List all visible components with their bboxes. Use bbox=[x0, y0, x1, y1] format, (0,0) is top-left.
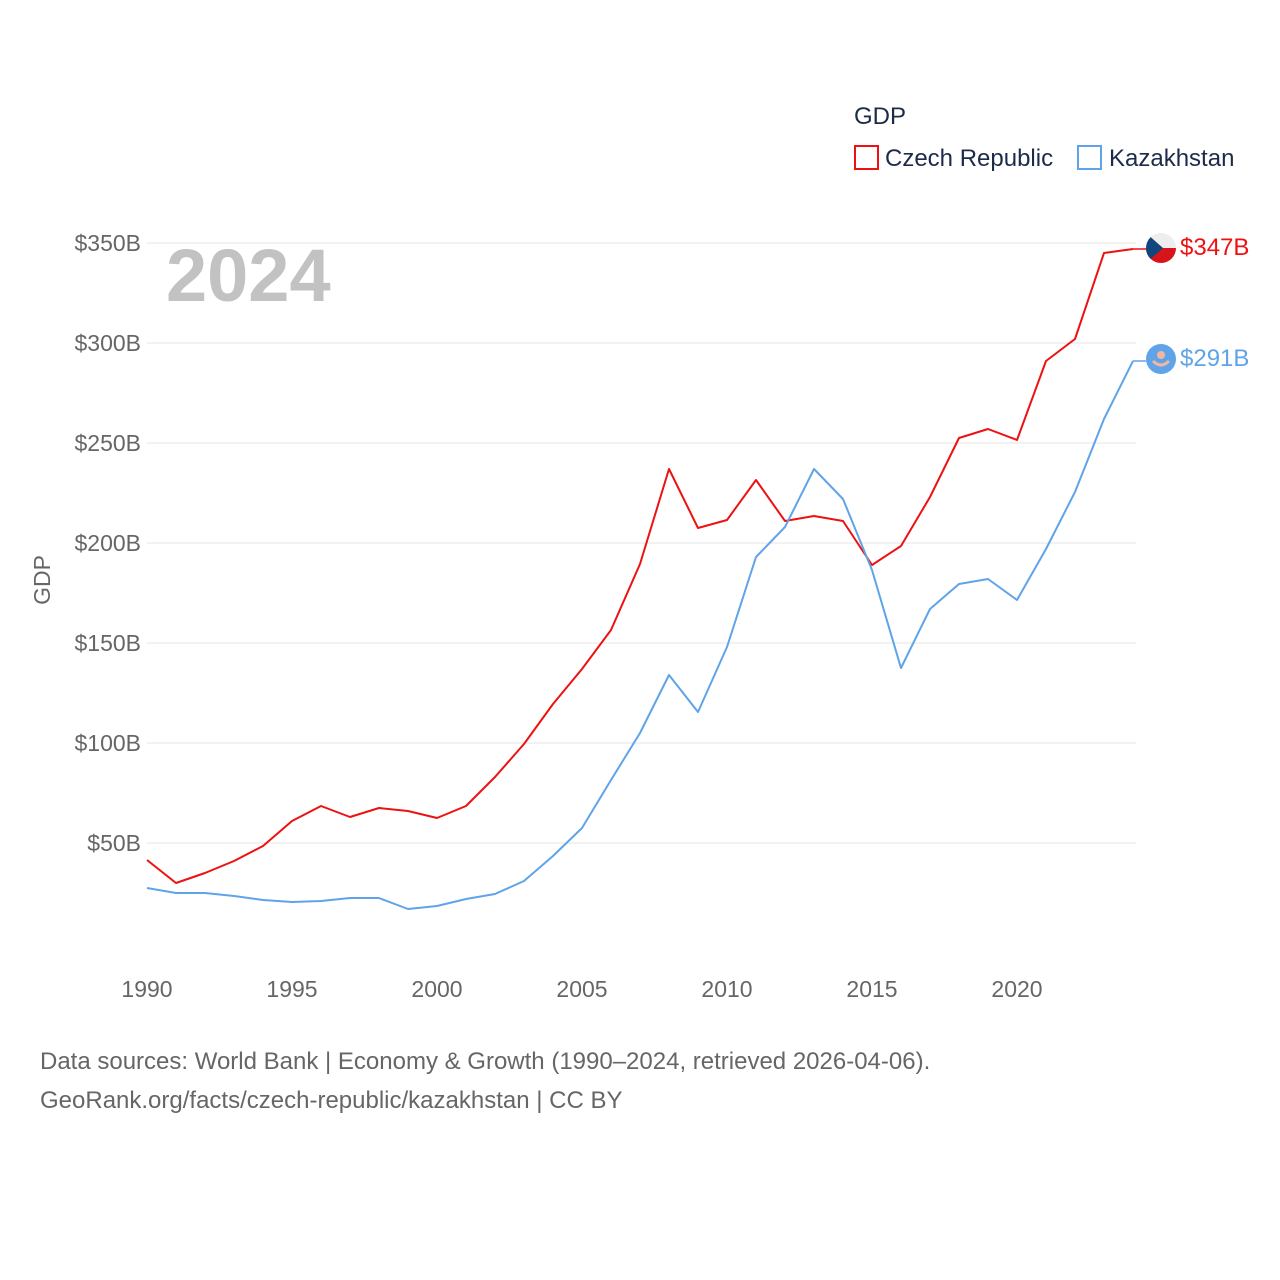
x-tick-label: 2015 bbox=[846, 976, 897, 1002]
x-tick-label: 2010 bbox=[701, 976, 752, 1002]
y-tick-label: $150B bbox=[74, 630, 141, 656]
legend-swatch-kazakhstan bbox=[1077, 145, 1102, 170]
legend: GDP Czech Republic Kazakhstan bbox=[854, 103, 1234, 172]
x-axis-ticks: 1990 1995 2000 2005 2010 2015 2020 bbox=[121, 976, 1042, 1002]
gridlines bbox=[147, 242, 1136, 844]
footer-sources: Data sources: World Bank | Economy & Gro… bbox=[40, 1048, 930, 1075]
legend-title: GDP bbox=[854, 103, 906, 130]
czech-flag-icon bbox=[1146, 233, 1176, 263]
series-lines bbox=[146, 248, 1146, 910]
legend-item-czech-republic[interactable]: Czech Republic bbox=[854, 145, 1053, 172]
y-tick-label: $300B bbox=[74, 330, 141, 356]
year-watermark: 2024 bbox=[166, 234, 331, 317]
y-tick-label: $100B bbox=[74, 730, 141, 756]
y-tick-label: $50B bbox=[87, 830, 141, 856]
y-tick-label: $200B bbox=[74, 530, 141, 556]
end-label-kazakhstan: $291B bbox=[1180, 345, 1249, 372]
legend-item-kazakhstan[interactable]: Kazakhstan bbox=[1077, 145, 1234, 172]
series-line-kazakhstan bbox=[146, 360, 1134, 910]
y-tick-label: $350B bbox=[74, 230, 141, 256]
kazakhstan-flag-icon bbox=[1146, 344, 1176, 374]
x-tick-label: 1990 bbox=[121, 976, 172, 1002]
x-tick-label: 2000 bbox=[411, 976, 462, 1002]
y-axis-label: GDP bbox=[29, 555, 55, 605]
legend-label-czech: Czech Republic bbox=[885, 145, 1053, 172]
x-tick-label: 1995 bbox=[266, 976, 317, 1002]
x-tick-label: 2005 bbox=[556, 976, 607, 1002]
y-axis-ticks: $50B $100B $150B $200B $250B $300B $350B bbox=[74, 230, 141, 856]
series-line-czech-republic bbox=[146, 248, 1134, 884]
y-tick-label: $250B bbox=[74, 430, 141, 456]
footer-link[interactable]: GeoRank.org/facts/czech-republic/kazakhs… bbox=[40, 1087, 623, 1114]
x-tick-label: 2020 bbox=[991, 976, 1042, 1002]
end-label-czech: $347B bbox=[1180, 234, 1249, 261]
legend-label-kazakhstan: Kazakhstan bbox=[1109, 145, 1234, 172]
legend-swatch-czech bbox=[854, 145, 879, 170]
